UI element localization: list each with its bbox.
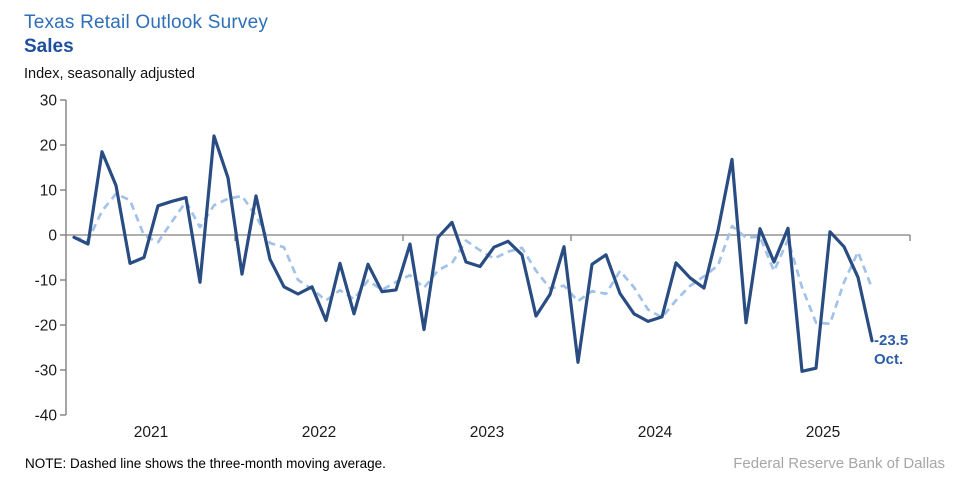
y-tick-label: 20 xyxy=(40,138,58,155)
last-point-annotation: -23.5 Oct. xyxy=(874,331,908,369)
x-year-label: 2024 xyxy=(638,424,673,441)
moving-average-dashed-line xyxy=(73,192,874,326)
y-tick-label: -40 xyxy=(35,408,58,425)
last-point-value: -23.5 xyxy=(874,332,909,349)
monthly-sales-line xyxy=(72,134,874,373)
chart-subtitle: Sales xyxy=(24,36,74,57)
y-tick-label: -20 xyxy=(35,318,58,335)
last-point-month: Oct. xyxy=(874,351,904,368)
x-year-label: 2025 xyxy=(806,424,840,441)
x-year-label: 2023 xyxy=(470,424,504,441)
x-year-label: 2022 xyxy=(302,424,336,441)
org-attribution: Federal Reserve Bank of Dallas xyxy=(733,455,945,472)
footnote: NOTE: Dashed line shows the three-month … xyxy=(25,456,386,471)
y-tick-label: -10 xyxy=(35,273,58,290)
y-tick-label: 0 xyxy=(48,228,57,245)
x-year-label: 2021 xyxy=(134,424,168,441)
y-tick-label: 10 xyxy=(40,183,58,200)
page-title: Texas Retail Outlook Survey xyxy=(24,12,269,33)
y-tick-label: -30 xyxy=(35,363,58,380)
y-tick-label: 30 xyxy=(40,93,58,110)
units-label: Index, seasonally adjusted xyxy=(24,66,195,82)
